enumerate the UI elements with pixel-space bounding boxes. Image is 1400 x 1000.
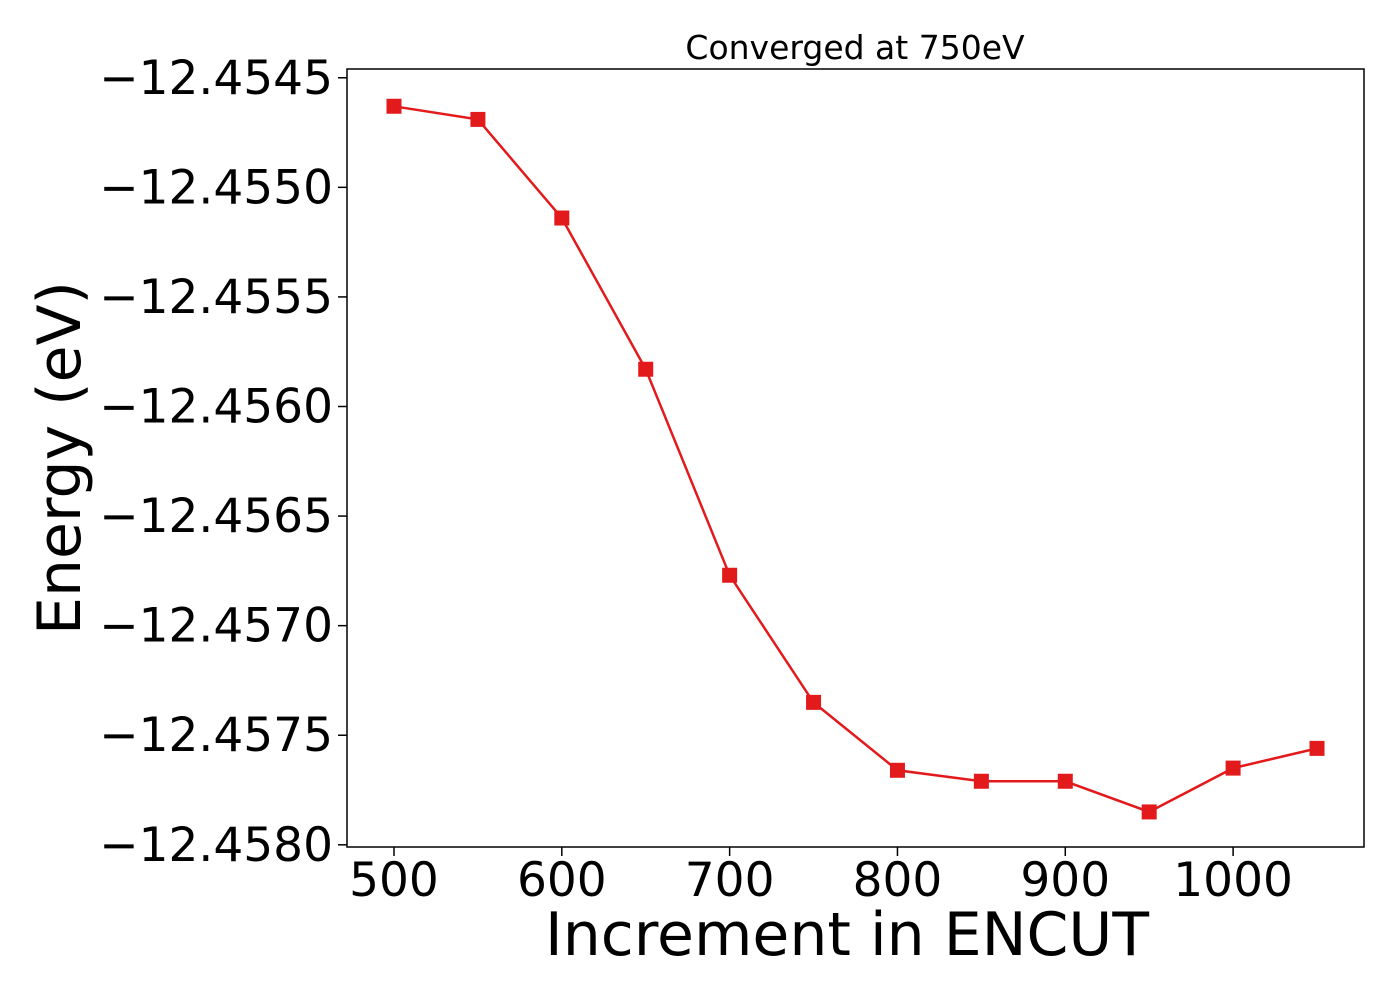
y-tick-label: −12.4565 [99, 489, 333, 544]
y-tick-label: −12.4545 [99, 51, 333, 106]
data-point-marker [1309, 740, 1325, 756]
x-tick-label: 1000 [1173, 853, 1293, 908]
data-point-marker [973, 773, 989, 789]
y-tick-label: −12.4570 [99, 599, 333, 654]
data-point-marker [1141, 804, 1157, 820]
y-tick-label: −12.4555 [99, 270, 333, 325]
y-tick-label: −12.4560 [99, 379, 333, 434]
data-point-marker [722, 567, 738, 583]
x-tick-label: 500 [349, 853, 439, 908]
data-point-marker [889, 762, 905, 778]
data-point-marker [1057, 773, 1073, 789]
x-tick-label: 900 [1020, 853, 1110, 908]
data-point-marker [386, 98, 402, 114]
data-point-marker [1225, 760, 1241, 776]
data-point-marker [554, 210, 570, 226]
x-tick-label: 700 [685, 853, 775, 908]
series-line [393, 105, 1318, 814]
data-point-marker [638, 361, 654, 377]
y-axis-label: Energy (eV) [25, 281, 95, 635]
plot-area [346, 68, 1365, 848]
series-layer [386, 98, 1325, 820]
x-tick-label: 600 [517, 853, 607, 908]
y-tick-label: −12.4580 [99, 818, 333, 873]
x-tick-label: 800 [853, 853, 943, 908]
y-tick-label: −12.4550 [99, 160, 333, 215]
data-point-marker [470, 111, 486, 127]
data-point-marker [806, 694, 822, 710]
x-axis: 500 600 700 800 900 1000 [349, 847, 1293, 908]
y-axis: −12.4545 −12.4550 −12.4555 −12.4560 −12.4565… [99, 51, 347, 873]
y-tick-label: −12.4575 [99, 708, 333, 763]
chart-title: Converged at 750eV [685, 28, 1025, 67]
x-axis-label: Increment in ENCUT [545, 900, 1149, 970]
